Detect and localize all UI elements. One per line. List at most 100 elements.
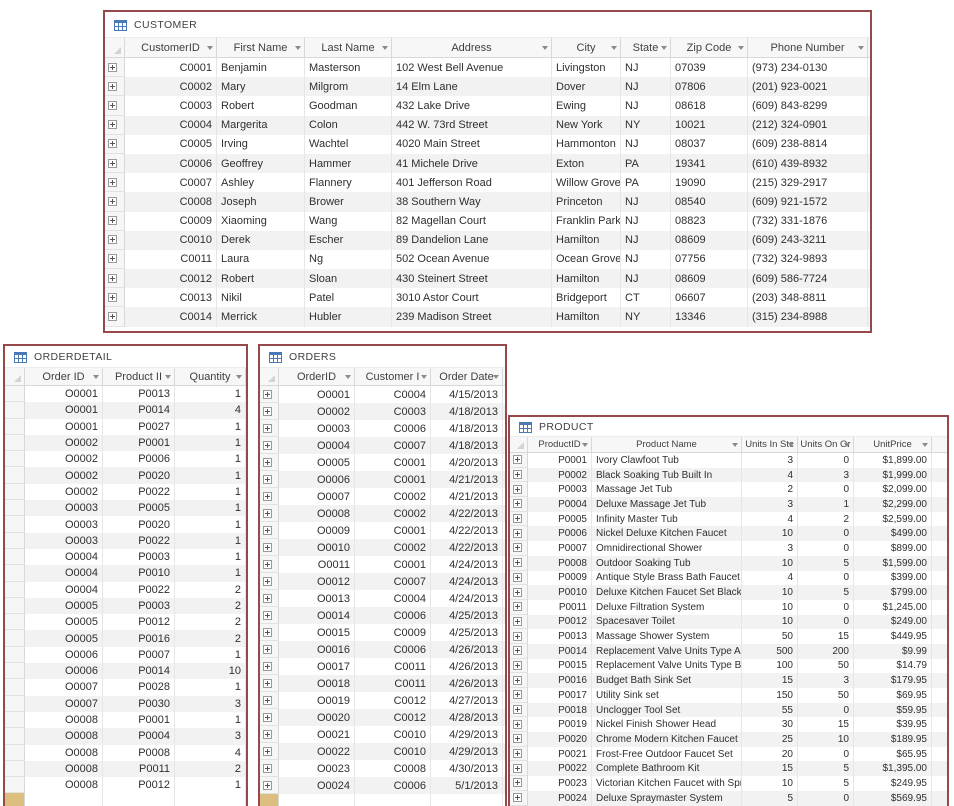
cell-units-in-stc[interactable]: 10 bbox=[742, 526, 798, 542]
cell-address[interactable]: 14 Elm Lane bbox=[392, 77, 552, 97]
row-selector[interactable] bbox=[510, 658, 528, 674]
cell-units-in-stc[interactable]: 10 bbox=[742, 555, 798, 571]
row-selector[interactable] bbox=[260, 437, 279, 454]
cell-order-date[interactable]: 4/28/2013 bbox=[431, 709, 503, 726]
select-all-corner[interactable] bbox=[510, 437, 528, 452]
cell-order-date[interactable]: 4/26/2013 bbox=[431, 641, 503, 658]
cell-state[interactable]: NY bbox=[621, 115, 671, 135]
cell-state[interactable]: NJ bbox=[621, 269, 671, 289]
cell-productid[interactable]: P0009 bbox=[528, 570, 592, 586]
cell-productid[interactable]: P0003 bbox=[528, 482, 592, 498]
expand-icon[interactable] bbox=[513, 499, 522, 509]
expand-icon[interactable] bbox=[108, 177, 117, 187]
cell-quantity[interactable]: 1 bbox=[175, 386, 246, 403]
cell-customer-i[interactable]: C0004 bbox=[355, 590, 431, 607]
cell-productid[interactable]: P0017 bbox=[528, 688, 592, 703]
cell-zip-code[interactable]: 07756 bbox=[671, 249, 748, 270]
row-selector[interactable] bbox=[510, 702, 528, 718]
cell-orderid[interactable]: O0008 bbox=[279, 505, 355, 522]
cell-address[interactable]: 442 W. 73rd Street bbox=[392, 115, 552, 135]
cell-product-ii[interactable]: P0013 bbox=[103, 386, 175, 403]
cell-productid[interactable]: P0022 bbox=[528, 761, 592, 777]
expand-icon[interactable] bbox=[513, 646, 522, 656]
cell-zip-code[interactable]: 07806 bbox=[671, 77, 748, 97]
cell-productid[interactable]: P0006 bbox=[528, 526, 592, 542]
cell-state[interactable]: NJ bbox=[621, 96, 671, 116]
cell-first-name[interactable]: Derek bbox=[217, 230, 305, 250]
expand-icon[interactable] bbox=[263, 644, 272, 654]
row-selector[interactable] bbox=[5, 418, 25, 435]
cell-orderid[interactable]: O0017 bbox=[279, 658, 355, 675]
expand-icon[interactable] bbox=[108, 292, 117, 302]
expand-icon[interactable] bbox=[513, 543, 522, 553]
cell-customer-i[interactable]: C0007 bbox=[355, 437, 431, 454]
row-selector[interactable] bbox=[510, 717, 528, 733]
dropdown-arrow-icon[interactable] bbox=[236, 374, 242, 379]
cell-product-name[interactable]: Frost-Free Outdoor Faucet Set bbox=[592, 746, 742, 762]
cell-last-name[interactable]: Wang bbox=[305, 211, 392, 231]
cell-product-name[interactable]: Utility Sink set bbox=[592, 688, 742, 703]
cell-city[interactable]: Hamilton bbox=[552, 230, 621, 250]
cell-productid[interactable]: P0002 bbox=[528, 467, 592, 483]
expand-icon[interactable] bbox=[513, 734, 522, 744]
row-selector[interactable] bbox=[510, 732, 528, 747]
cell-customer-i[interactable]: C0008 bbox=[355, 760, 431, 777]
cell-last-name[interactable]: Ng bbox=[305, 249, 392, 270]
cell-customerid[interactable]: C0002 bbox=[125, 77, 217, 97]
cell-order-id[interactable]: O0001 bbox=[25, 402, 103, 419]
cell-phone-number[interactable]: (609) 243-3211 bbox=[748, 230, 868, 250]
cell-address[interactable]: 41 Michele Drive bbox=[392, 153, 552, 174]
cell-units-in-stc[interactable]: 15 bbox=[742, 761, 798, 777]
row-selector[interactable] bbox=[105, 192, 125, 212]
customer-column-header-address[interactable]: Address bbox=[392, 38, 552, 57]
cell-product-ii[interactable]: P0014 bbox=[103, 663, 175, 680]
cell-quantity[interactable]: 1 bbox=[175, 565, 246, 582]
cell-state[interactable]: PA bbox=[621, 153, 671, 174]
cell-units-in-stc[interactable]: 55 bbox=[742, 702, 798, 718]
cell-product-ii[interactable]: P0004 bbox=[103, 728, 175, 745]
cell-order-id[interactable]: O0005 bbox=[25, 597, 103, 615]
cell-address[interactable]: 502 Ocean Avenue bbox=[392, 249, 552, 270]
cell-unitprice[interactable]: $39.95 bbox=[854, 717, 932, 733]
expand-icon[interactable] bbox=[513, 528, 522, 538]
row-selector[interactable] bbox=[510, 673, 528, 688]
cell-units-on-or[interactable]: 1 bbox=[798, 497, 854, 512]
expand-icon[interactable] bbox=[263, 712, 272, 722]
cell-address[interactable]: 430 Steinert Street bbox=[392, 269, 552, 289]
expand-icon[interactable] bbox=[263, 729, 272, 739]
dropdown-arrow-icon[interactable] bbox=[611, 45, 617, 50]
row-selector[interactable] bbox=[105, 96, 125, 116]
row-selector[interactable] bbox=[260, 760, 279, 777]
expand-icon[interactable] bbox=[513, 514, 522, 524]
dropdown-arrow-icon[interactable] bbox=[382, 45, 388, 50]
cell-order-date[interactable]: 4/22/2013 bbox=[431, 505, 503, 522]
expand-icon[interactable] bbox=[513, 719, 522, 729]
cell-units-on-or[interactable]: 15 bbox=[798, 717, 854, 733]
cell-unitprice[interactable]: $249.00 bbox=[854, 614, 932, 630]
expand-icon[interactable] bbox=[513, 690, 522, 700]
expand-icon[interactable] bbox=[263, 389, 272, 399]
row-selector[interactable] bbox=[510, 746, 528, 762]
cell-first-name[interactable]: Robert bbox=[217, 269, 305, 289]
expand-icon[interactable] bbox=[108, 216, 117, 226]
cell-order-id[interactable]: O0005 bbox=[25, 614, 103, 631]
cell-city[interactable]: Franklin Park bbox=[552, 211, 621, 231]
dropdown-arrow-icon[interactable] bbox=[542, 45, 548, 50]
cell-first-name[interactable]: Joseph bbox=[217, 192, 305, 212]
cell-units-on-or[interactable]: 5 bbox=[798, 776, 854, 791]
cell-last-name[interactable]: Goodman bbox=[305, 96, 392, 116]
cell-phone-number[interactable]: (610) 439-8932 bbox=[748, 153, 868, 174]
row-selector[interactable] bbox=[5, 760, 25, 778]
orders-column-header-order-date[interactable]: Order Date bbox=[431, 368, 503, 385]
cell-units-in-stc[interactable]: 500 bbox=[742, 643, 798, 659]
row-selector[interactable] bbox=[510, 776, 528, 791]
cell-unitprice[interactable]: $59.95 bbox=[854, 702, 932, 718]
cell-productid[interactable]: P0018 bbox=[528, 702, 592, 718]
row-selector[interactable] bbox=[105, 173, 125, 193]
cell-product-ii[interactable] bbox=[103, 793, 175, 806]
cell-product-ii[interactable]: P0005 bbox=[103, 500, 175, 517]
cell-units-in-stc[interactable]: 10 bbox=[742, 599, 798, 615]
cell-order-date[interactable]: 4/18/2013 bbox=[431, 403, 503, 420]
cell-customerid[interactable]: C0004 bbox=[125, 115, 217, 135]
cell-quantity[interactable]: 1 bbox=[175, 646, 246, 664]
